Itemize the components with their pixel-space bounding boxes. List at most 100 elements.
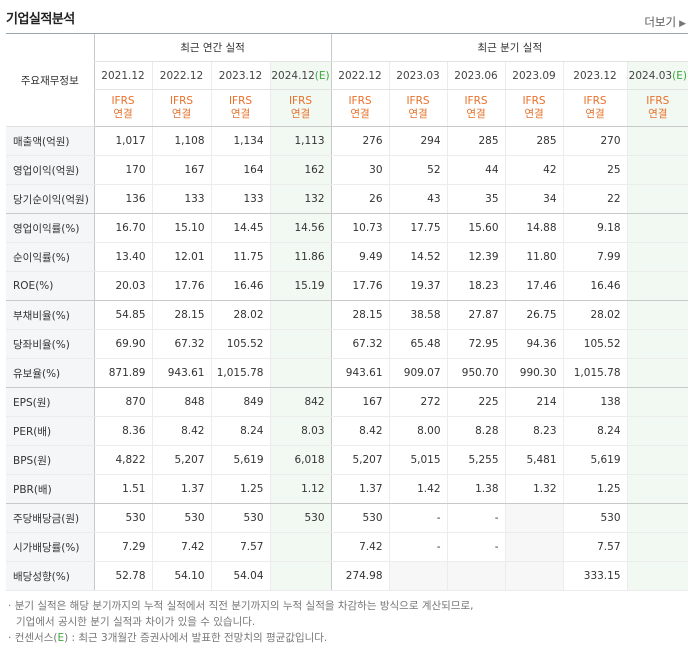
table-row: 유보율(%) 871.89 943.61 1,015.78 943.61 909.07 95… (6, 358, 689, 388)
table-cell: 11.80 (504, 242, 564, 272)
basis-header: IFRS 연결 (151, 89, 211, 127)
table-cell: 15.10 (151, 213, 211, 243)
table-cell (626, 242, 689, 272)
table-row: PER(배) 8.36 8.42 8.24 8.03 8.42 8.00 8.28 8.23 8.… (6, 416, 689, 446)
table-cell: 225 (446, 387, 506, 417)
table-cell: 14.88 (504, 213, 564, 243)
period-header: 2024.03(E) (626, 61, 689, 90)
footnote-1-line1: 분기 실적은 해당 분기까지의 누적 실적에서 직전 분기까지의 누적 실적을 … (14, 600, 474, 612)
table-row: BPS(원) 4,822 5,207 5,619 6,018 5,207 5,015 5,25… (6, 445, 689, 475)
table-cell: 34 (504, 184, 564, 214)
table-cell: 1,108 (151, 126, 211, 156)
table-cell: 12.01 (151, 242, 211, 272)
table-cell (626, 445, 689, 475)
table-cell: 17.76 (151, 271, 211, 301)
table-cell: 7.42 (330, 532, 390, 562)
table-cell: 18.23 (446, 271, 506, 301)
period-label: 2024.12 (271, 69, 315, 82)
basis-scope: 연결 (290, 108, 311, 120)
table-cell (626, 271, 689, 301)
table-cell: 871.89 (93, 358, 152, 388)
table-cell: 7.29 (93, 532, 152, 562)
more-link[interactable]: 더보기 ▶ (644, 14, 686, 30)
row-label: 유보율(%) (6, 358, 94, 388)
table-cell: 5,207 (151, 445, 211, 475)
table-cell: 530 (151, 503, 211, 533)
table-cell: 909.07 (388, 358, 448, 388)
period-label: 2021.12 (101, 69, 145, 82)
table-cell: 28.02 (562, 300, 628, 330)
period-header: 2021.12 (93, 61, 152, 90)
table-cell (269, 532, 332, 562)
table-cell: 28.15 (330, 300, 390, 330)
period-header: 2023.03 (388, 61, 448, 90)
table-cell: 26.75 (504, 300, 564, 330)
table-cell: 8.24 (562, 416, 628, 446)
basis-standard: IFRS (288, 95, 313, 107)
period-label: 2023.03 (396, 69, 440, 82)
table-cell (626, 155, 689, 185)
period-label: 2023.12 (218, 69, 263, 82)
table-cell: 943.61 (151, 358, 211, 388)
table-cell: 94.36 (504, 329, 564, 359)
table-cell (626, 561, 689, 591)
table-cell: 272 (388, 387, 448, 417)
table-cell (626, 300, 689, 330)
estimate-marker: (E) (314, 69, 330, 82)
table-row: 당좌비율(%) 69.90 67.32 105.52 67.32 65.48 72.95 94… (6, 329, 689, 359)
table-row: 주당배당금(원) 530 530 530 530 530- -530 (6, 503, 689, 533)
table-cell (626, 503, 689, 533)
table-cell: 1,017 (93, 126, 152, 156)
table-cell: 1.25 (562, 474, 628, 504)
table-cell: 1.51 (93, 474, 152, 504)
row-label: 주당배당금(원) (6, 503, 94, 533)
period-header: 2023.12 (210, 61, 270, 90)
table-cell: 285 (446, 126, 506, 156)
table-cell: 5,207 (330, 445, 390, 475)
row-label: 배당성향(%) (6, 561, 94, 591)
table-cell: 28.15 (151, 300, 211, 330)
period-label: 2022.12 (338, 69, 382, 82)
basis-scope: 연결 (113, 108, 133, 120)
table-row: 부채비율(%) 54.85 28.15 28.02 28.15 38.58 27.87 26.… (6, 300, 689, 330)
table-cell: 1,113 (269, 126, 332, 156)
basis-scope: 연결 (408, 108, 428, 120)
period-label: 2023.09 (512, 69, 556, 82)
period-header: 2022.12 (151, 61, 211, 90)
row-label: 매출액(억원) (6, 126, 94, 156)
table-cell (626, 184, 689, 214)
table-cell (626, 329, 689, 359)
table-cell: 1,134 (210, 126, 270, 156)
table-cell (626, 358, 689, 388)
table-cell: 274.98 (330, 561, 390, 591)
table-row: 매출액(억원) 1,017 1,108 1,134 1,113 276 294 285 285 2… (6, 126, 689, 156)
row-label: EPS(원) (6, 387, 94, 417)
table-cell (626, 474, 689, 504)
table-cell: 52.78 (93, 561, 152, 591)
table-cell: 30 (330, 155, 390, 185)
table-cell: 20.03 (93, 271, 152, 301)
footnote-1: · 분기 실적은 해당 분기까지의 누적 실적에서 직전 분기까지의 누적 실적… (8, 600, 474, 612)
table-cell: 17.46 (504, 271, 564, 301)
table-cell: 67.32 (330, 329, 390, 359)
table-cell (446, 561, 506, 591)
table-cell: 19.37 (388, 271, 448, 301)
period-header: 2024.12(E) (269, 61, 332, 90)
table-cell: 15.60 (446, 213, 506, 243)
table-cell (504, 503, 564, 533)
basis-scope: 연결 (648, 108, 668, 120)
table-cell: 1.12 (269, 474, 332, 504)
row-label: 부채비율(%) (6, 300, 94, 330)
table-cell: 25 (562, 155, 628, 185)
table-cell (269, 300, 332, 330)
period-label: 2023.12 (573, 69, 617, 82)
basis-header: IFRS 연결 (562, 89, 628, 127)
table-cell: 950.70 (446, 358, 506, 388)
footnote-2-e: E (57, 632, 65, 644)
table-cell (626, 126, 689, 156)
table-cell: 8.36 (93, 416, 152, 446)
table-cell: 285 (504, 126, 564, 156)
table-row: ROE(%) 20.03 17.76 16.46 15.19 17.76 19.37 18.2… (6, 271, 689, 301)
table-cell: 4,822 (93, 445, 152, 475)
